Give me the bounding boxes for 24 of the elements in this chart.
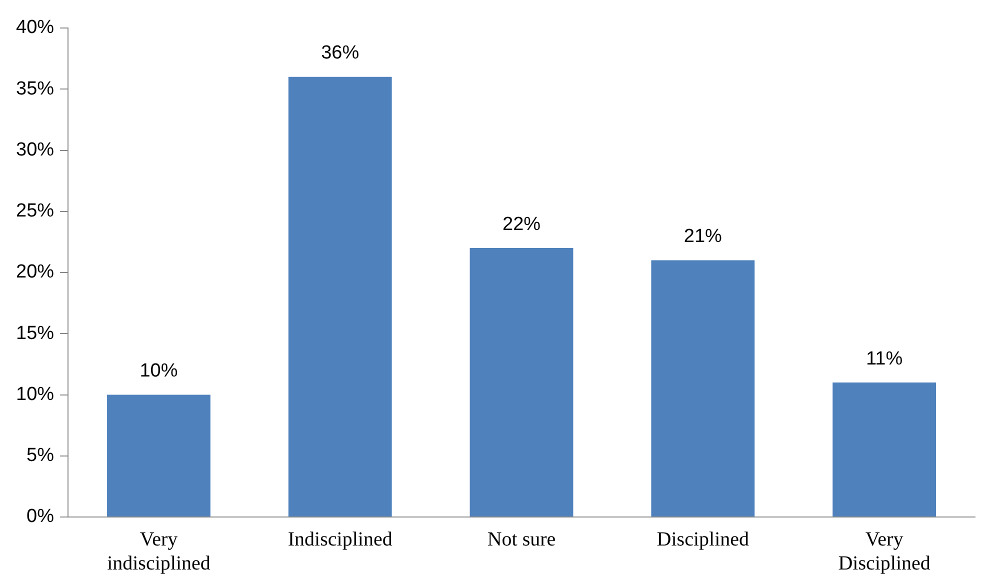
y-tick-label: 5%	[26, 445, 54, 466]
bar	[832, 382, 936, 516]
data-label: 11%	[866, 348, 903, 370]
x-tick-label: Very indisciplined	[107, 528, 210, 574]
y-tick-label: 15%	[16, 322, 54, 344]
x-tick-label: Not sure	[487, 528, 556, 550]
data-label: 21%	[684, 226, 722, 248]
y-tick-label: 35%	[16, 78, 54, 100]
y-tick-label: 0%	[26, 506, 54, 528]
x-tick-label: Indisciplined	[288, 528, 392, 550]
bar	[651, 260, 755, 516]
bar	[288, 76, 392, 516]
x-tick-label: Disciplined	[656, 528, 750, 550]
y-tick-label: 30%	[16, 139, 54, 160]
y-tick-label: 40%	[16, 17, 54, 38]
y-tick-label: 20%	[16, 262, 54, 283]
y-tick-label: 10%	[16, 384, 54, 405]
x-tick-label: Very Disciplined	[838, 528, 930, 574]
y-tick-label: 25%	[16, 200, 54, 222]
bar	[470, 248, 574, 516]
data-label: 10%	[140, 360, 178, 382]
bar	[107, 394, 210, 516]
data-label: 22%	[502, 214, 541, 235]
data-label: 36%	[321, 42, 360, 64]
